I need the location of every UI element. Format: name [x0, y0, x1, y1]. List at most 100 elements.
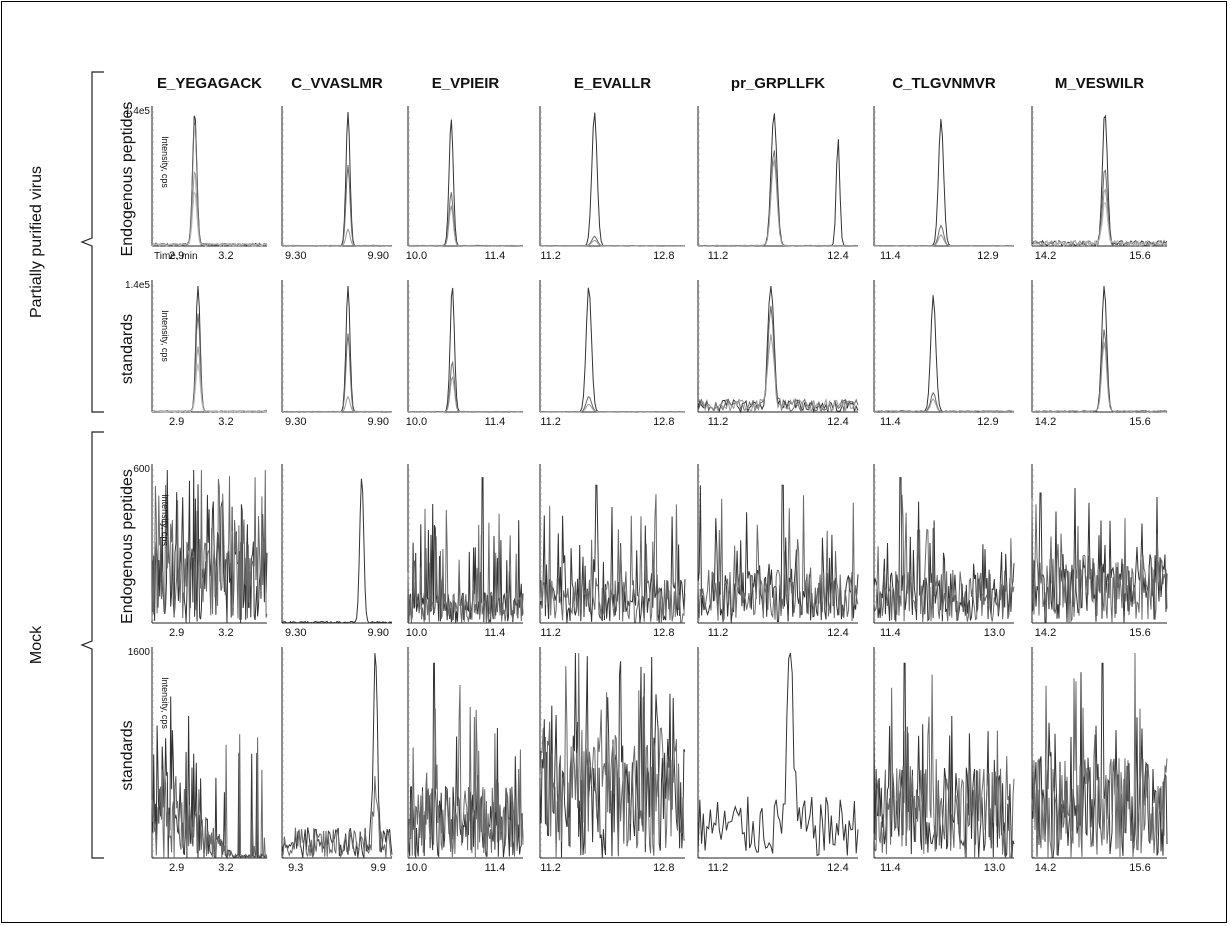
- group-label: Partially purified virus: [28, 166, 45, 318]
- x-tick-label: 2.9: [169, 416, 184, 428]
- x-tick-label: 11.4: [485, 250, 506, 262]
- x-tick-label: 11.4: [880, 627, 901, 639]
- x-tick-label: 14.2: [1035, 416, 1056, 428]
- x-tick-label: 11.4: [485, 862, 506, 874]
- column-title: C_TLGVNMVR: [892, 75, 996, 92]
- series-line: [151, 363, 268, 413]
- y-max-label: 1.4e5: [125, 280, 150, 291]
- series-line: [697, 285, 859, 414]
- series-line: [1031, 487, 1168, 624]
- chart-panel: 14.2 15.6: [1031, 280, 1168, 428]
- series-line: [407, 508, 524, 623]
- series-line: [697, 495, 859, 623]
- series-line: [873, 398, 1015, 413]
- x-tick-label: 14.2: [1035, 250, 1056, 262]
- series-line: [281, 285, 393, 413]
- series-line: [1031, 498, 1168, 623]
- series-line: [1031, 114, 1168, 248]
- chart-panel: 2.9 3.2 600 Intensity, cps: [133, 464, 268, 639]
- x-tick-label: 12.9: [977, 250, 998, 262]
- x-tick-label: 13.0: [984, 627, 1005, 639]
- series-line: [697, 305, 859, 414]
- series-line: [281, 164, 393, 247]
- x-tick-label: 3.2: [218, 627, 233, 639]
- series-line: [698, 113, 859, 247]
- column-title: M_VESWILR: [1055, 75, 1144, 92]
- column-title: E_EVALLR: [574, 75, 651, 92]
- x-tick-label: 10.0: [406, 627, 427, 639]
- x-tick-label: 9.90: [368, 416, 389, 428]
- series-line: [407, 119, 524, 247]
- x-tick-label: 15.6: [1129, 416, 1150, 428]
- series-line: [697, 159, 859, 247]
- series-line: [1031, 202, 1168, 248]
- chart-panel: 9.30 9.90: [281, 464, 393, 639]
- x-tick-label: 12.8: [653, 416, 674, 428]
- series-line: [873, 118, 1015, 247]
- x-tick-label: 12.8: [653, 862, 674, 874]
- x-tick-label: 12.4: [827, 627, 848, 639]
- x-tick-label: 3.2: [218, 250, 233, 262]
- column-title: E_VPIEIR: [432, 75, 500, 92]
- column-title: E_YEGAGACK: [157, 75, 262, 92]
- x-tick-label: 2.9: [169, 250, 184, 262]
- x-tick-label: 11.4: [485, 627, 506, 639]
- x-tick-label: 10.0: [406, 250, 427, 262]
- x-tick-label: 3.2: [218, 862, 233, 874]
- x-tick-label: 14.2: [1035, 862, 1056, 874]
- series-line: [539, 652, 685, 858]
- series-line: [281, 395, 393, 413]
- x-tick-label: 14.2: [1035, 627, 1056, 639]
- chart-panel: 11.2 12.8: [539, 106, 686, 262]
- series-line: [539, 494, 686, 624]
- series-line: [873, 494, 1015, 623]
- intensity-label: Intensity, cps: [160, 677, 170, 729]
- group-label: Mock: [28, 625, 45, 664]
- series-line: [407, 205, 524, 247]
- x-tick-label: 11.2: [708, 627, 729, 639]
- series-line: [1031, 652, 1168, 858]
- x-tick-label: 9.30: [285, 627, 306, 639]
- chart-panel: 11.2 12.8: [539, 647, 686, 874]
- series-line: [407, 375, 523, 413]
- x-tick-label: 11.2: [540, 250, 561, 262]
- series-line: [151, 469, 268, 623]
- chart-panel: 11.2 12.8: [539, 464, 686, 639]
- x-tick-label: 2.9: [169, 862, 184, 874]
- group-bracket: [80, 71, 104, 413]
- series-line: [151, 191, 268, 247]
- chart-panel: 10.0 11.4: [406, 464, 524, 639]
- chart-panel: 11.4 12.9: [873, 280, 1015, 428]
- x-tick-label: 15.6: [1129, 862, 1150, 874]
- series-line: [539, 395, 686, 413]
- series-line: [697, 652, 859, 857]
- chart-panel: 2.9 3.2 1.4e5 Intensity, cps: [125, 280, 268, 428]
- x-tick-label: 15.6: [1129, 250, 1150, 262]
- y-max-label: 1.4e5: [125, 106, 150, 117]
- x-tick-label: 15.6: [1129, 627, 1150, 639]
- series-line: [1031, 341, 1168, 413]
- series-line: [407, 360, 524, 413]
- column-title: pr_GRPLLFK: [731, 75, 825, 92]
- chart-panel: 11.2 12.4: [697, 647, 859, 874]
- x-tick-label: 9.9: [371, 862, 386, 874]
- chart-panel: 10.0 11.4: [406, 106, 524, 262]
- chart-panel: 11.2 12.4: [697, 464, 859, 639]
- series-line: [539, 403, 686, 413]
- x-tick-label: 11.4: [880, 416, 901, 428]
- chart-panel: 2.9 3.2 1.4e5 Intensity, cps Time, min: [125, 106, 268, 262]
- x-tick-label: 11.2: [708, 416, 729, 428]
- series-line: [408, 192, 523, 247]
- row-label: standards: [119, 720, 136, 790]
- series-line: [282, 111, 393, 247]
- x-tick-label: 9.30: [285, 250, 306, 262]
- x-tick-label: 12.4: [827, 250, 848, 262]
- x-tick-label: 11.2: [540, 862, 561, 874]
- series-line: [873, 391, 1014, 413]
- series-line: [281, 652, 393, 859]
- series-line: [539, 239, 685, 247]
- series-line: [539, 287, 685, 413]
- series-line: [281, 227, 393, 247]
- x-tick-label: 11.4: [880, 250, 901, 262]
- series-line: [873, 224, 1015, 247]
